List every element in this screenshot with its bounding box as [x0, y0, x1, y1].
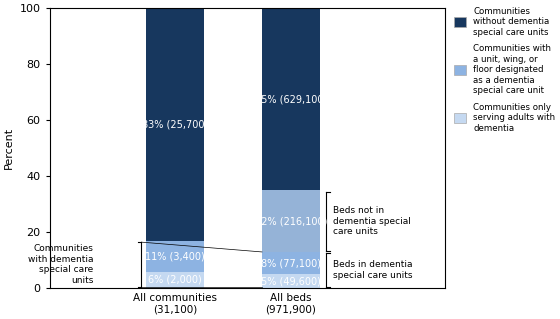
- Bar: [262, 8, 320, 190]
- Bar: [146, 271, 204, 288]
- Text: 83% (25,700): 83% (25,700): [142, 119, 208, 130]
- Text: 22% (216,100): 22% (216,100): [255, 216, 327, 226]
- Text: 8% (77,100): 8% (77,100): [261, 258, 321, 268]
- Y-axis label: Percent: Percent: [4, 127, 14, 169]
- Text: Beds not in
dementia special
care units: Beds not in dementia special care units: [333, 206, 411, 236]
- Bar: [262, 274, 320, 288]
- Text: 6% (2,000): 6% (2,000): [148, 275, 202, 285]
- Bar: [262, 190, 320, 252]
- Bar: [146, 8, 204, 241]
- Text: 11% (3,400): 11% (3,400): [145, 251, 205, 261]
- Bar: [262, 252, 320, 274]
- Legend: Communities
without dementia
special care units, Communities with
a unit, wing, : Communities without dementia special car…: [454, 7, 556, 133]
- Text: Communities
with dementia
special care
units: Communities with dementia special care u…: [27, 244, 93, 285]
- Text: 65% (629,100): 65% (629,100): [255, 94, 327, 104]
- Text: Beds in dementia
special care units: Beds in dementia special care units: [333, 260, 413, 280]
- Text: 5% (49,600): 5% (49,600): [261, 276, 321, 286]
- Bar: [146, 241, 204, 271]
